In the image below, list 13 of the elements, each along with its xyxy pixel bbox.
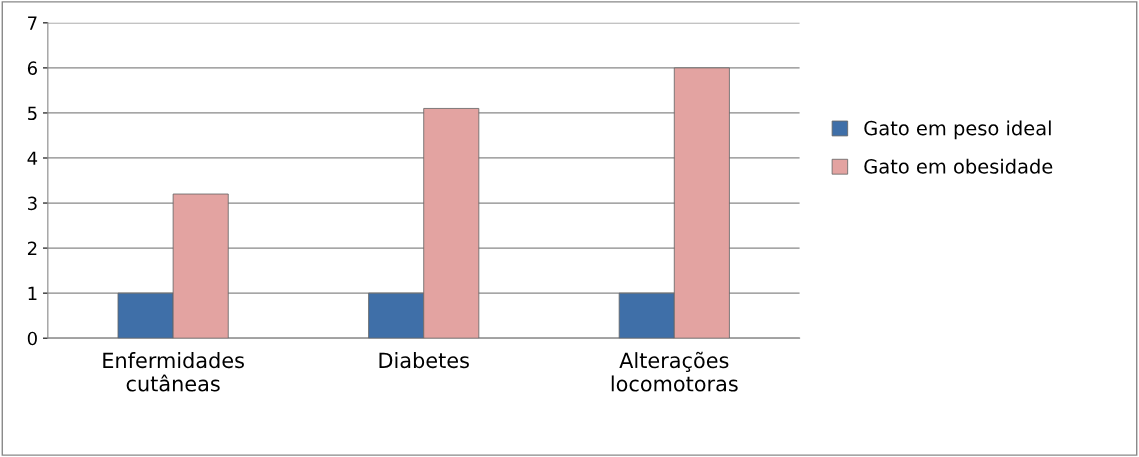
y-tick-label: 5: [28, 106, 37, 121]
legend-label: Gato em obesidade: [864, 158, 1053, 174]
y-tick-label: 7: [28, 16, 37, 30]
legend-label: Gato em peso ideal: [864, 120, 1051, 140]
x-tick-label: Diabetes: [379, 352, 469, 369]
x-tick-label: Enfermidades cutâneas: [103, 352, 244, 392]
y-tick-label: 6: [27, 61, 37, 76]
y-tick-label: 4: [27, 151, 38, 165]
y-tick-label: 2: [27, 241, 37, 255]
y-tick-label: 0: [27, 331, 37, 346]
y-tick-label: 3: [28, 196, 37, 211]
x-tick-label: Alterações locomotoras: [611, 351, 738, 392]
y-tick-label: 1: [28, 286, 37, 300]
